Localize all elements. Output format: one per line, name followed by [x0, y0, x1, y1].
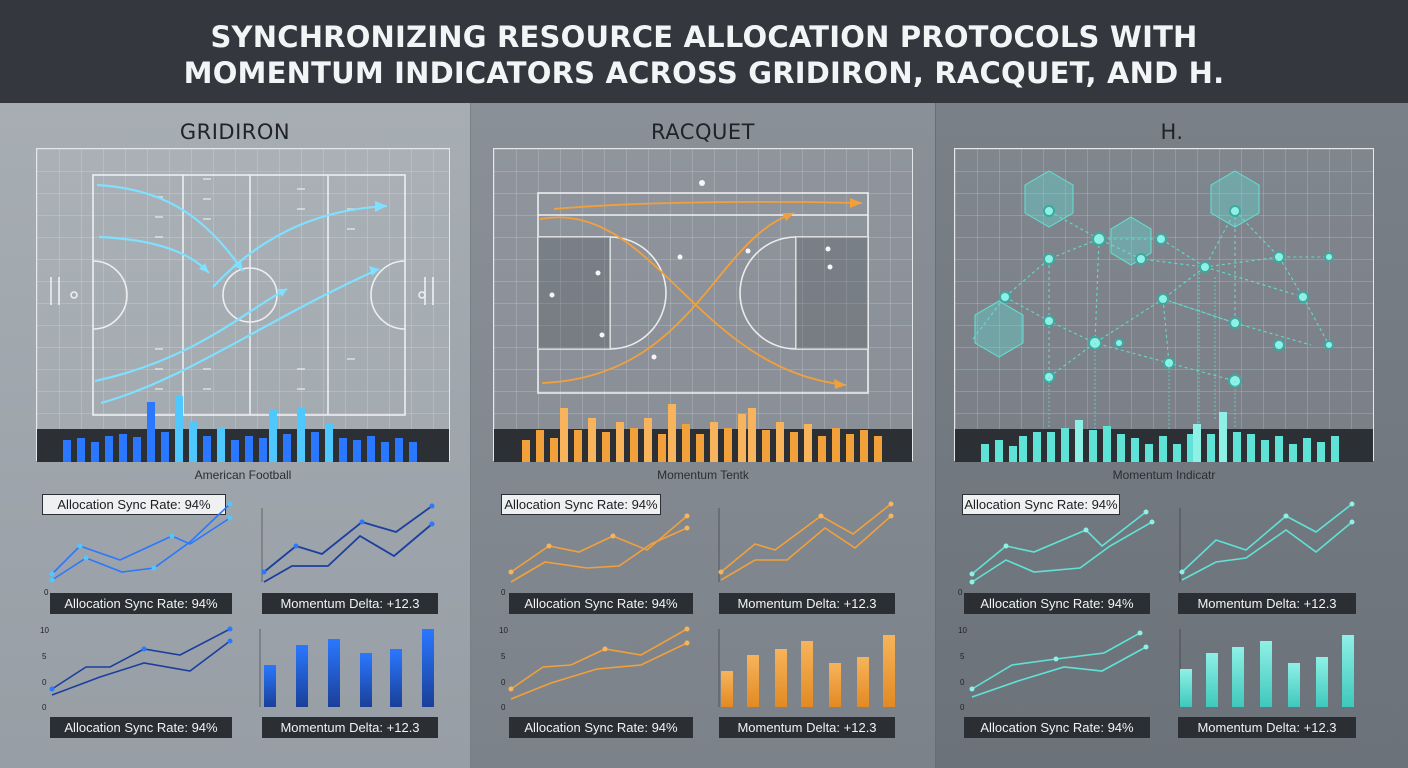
gridiron-line-chart-2	[261, 503, 435, 583]
chart-label: Momentum Delta: +12.3	[262, 593, 438, 614]
allocation-sync-tag: Allocation Sync Rate: 94%	[501, 494, 661, 515]
axis-tick: 10	[958, 626, 967, 635]
h-momentum-bars	[981, 412, 1339, 462]
axis-tick: 10	[40, 626, 49, 635]
gridiron-line-chart-1	[49, 501, 233, 583]
chart-label: Allocation Sync Rate: 94%	[509, 593, 693, 614]
axis-tick: 0	[42, 678, 47, 687]
allocation-sync-tag: Allocation Sync Rate: 94%	[42, 494, 226, 515]
tennis-court-icon	[537, 180, 869, 394]
axis-tick: 0	[960, 678, 965, 687]
panel-gridiron: GRIDIRON	[0, 103, 470, 768]
h-line-chart-3	[969, 630, 1149, 698]
panel-title: GRIDIRON	[179, 120, 291, 144]
axis-tick: 0	[501, 703, 506, 712]
field-caption: Momentum Indicatr	[1112, 468, 1216, 482]
racquet-momentum-bars	[522, 404, 882, 462]
title-banner: SYNCHRONIZING RESOURCE ALLOCATION PROTOC…	[0, 0, 1408, 103]
axis-tick: 0	[42, 703, 47, 712]
panel-h: H.	[935, 103, 1408, 768]
axis-tick: 5	[42, 652, 47, 661]
axis-tick: 10	[499, 626, 508, 635]
chart-label: Momentum Delta: +12.3	[262, 717, 438, 738]
chart-label: Allocation Sync Rate: 94%	[509, 717, 693, 738]
gridiron-bar-chart	[259, 629, 434, 707]
allocation-sync-tag: Allocation Sync Rate: 94%	[962, 494, 1120, 515]
chart-label: Allocation Sync Rate: 94%	[964, 593, 1150, 614]
chart-label: Momentum Delta: +12.3	[719, 593, 895, 614]
page-title-line1: SYNCHRONIZING RESOURCE ALLOCATION PROTOC…	[210, 20, 1198, 54]
gridiron-field-view: American Football	[36, 148, 450, 482]
axis-tick: 0	[501, 588, 506, 597]
panel-racquet: RACQUET	[470, 103, 935, 768]
field-caption: Momentum Tentk	[657, 468, 749, 482]
axis-tick: 0	[44, 588, 49, 597]
racquet-line-chart-1	[508, 513, 690, 583]
axis-tick: 5	[501, 652, 506, 661]
gridiron-line-chart-3	[49, 626, 233, 696]
axis-tick: 0	[960, 703, 965, 712]
field-caption: American Football	[194, 468, 292, 482]
h-field-view: Momentum Indicatr	[954, 148, 1374, 482]
football-field-icon	[50, 174, 434, 416]
hex-network-icon	[972, 170, 1334, 439]
panel-title: RACQUET	[651, 120, 755, 144]
gridiron-momentum-bars	[63, 396, 417, 462]
chart-label: Allocation Sync Rate: 94%	[50, 593, 232, 614]
racquet-field-view: Momentum Tentk	[493, 148, 913, 482]
h-bar-chart	[1179, 629, 1354, 707]
racquet-bar-chart	[718, 629, 895, 707]
panel-title: H.	[1160, 120, 1184, 144]
axis-tick: 0	[958, 588, 963, 597]
axis-tick: 5	[960, 652, 965, 661]
chart-label: Momentum Delta: +12.3	[1178, 593, 1356, 614]
racquet-line-chart-2	[718, 501, 894, 582]
chart-label: Momentum Delta: +12.3	[719, 717, 895, 738]
chart-label: Allocation Sync Rate: 94%	[964, 717, 1150, 738]
racquet-line-chart-3	[508, 626, 690, 700]
h-line-chart-2	[1179, 501, 1355, 582]
chart-label: Allocation Sync Rate: 94%	[50, 717, 232, 738]
h-line-chart-1	[969, 509, 1155, 585]
page-title-line2: MOMENTUM INDICATORS ACROSS GRIDIRON, RAC…	[183, 56, 1225, 90]
chart-label: Momentum Delta: +12.3	[1178, 717, 1356, 738]
axis-tick: 0	[501, 678, 506, 687]
